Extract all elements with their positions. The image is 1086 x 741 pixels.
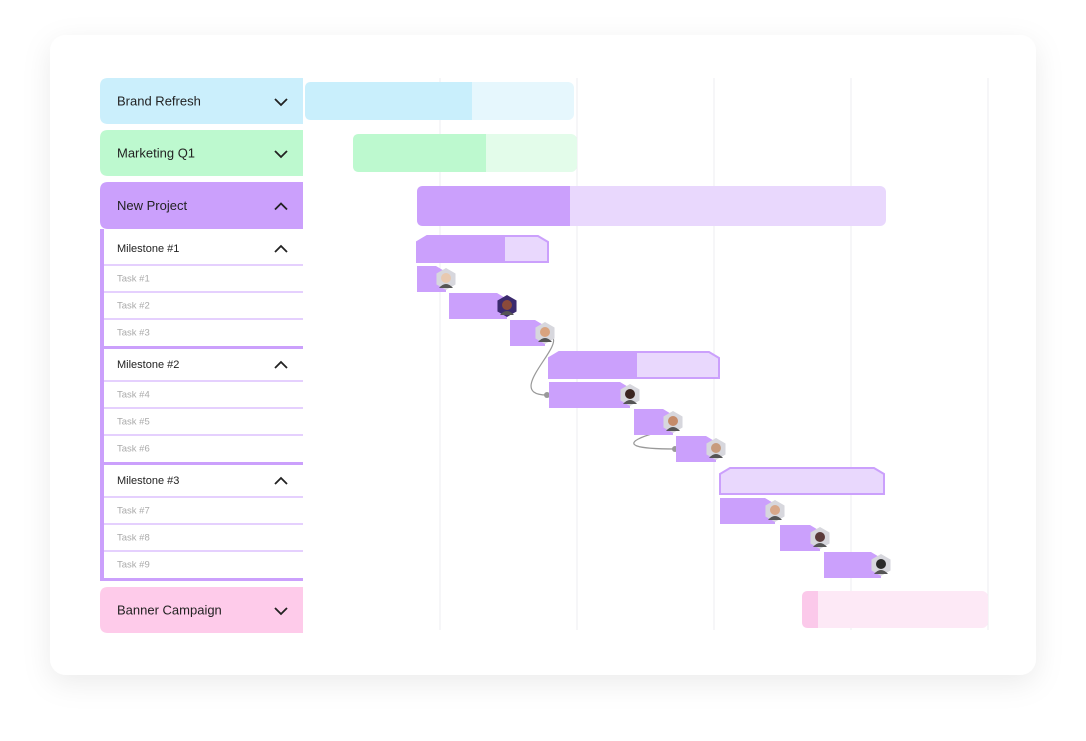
milestone-row[interactable] xyxy=(104,233,303,265)
avatar-face xyxy=(540,327,550,337)
task-name: Task #5 xyxy=(117,417,150,428)
task-bar xyxy=(676,436,716,462)
milestone-row[interactable] xyxy=(104,465,303,497)
task-bar xyxy=(449,293,507,319)
milestone-border xyxy=(100,229,104,581)
chevron[interactable] xyxy=(274,476,288,485)
bar-progress xyxy=(802,591,818,628)
chevron[interactable] xyxy=(274,360,288,369)
task-bar xyxy=(549,382,630,408)
avatar-body xyxy=(666,427,680,431)
project-name: Brand Refresh xyxy=(117,93,201,108)
bar-progress xyxy=(417,186,570,226)
avatar-face xyxy=(770,505,780,515)
avatar-face xyxy=(441,273,451,283)
chevron[interactable] xyxy=(274,150,288,159)
project-name: Marketing Q1 xyxy=(117,145,195,160)
avatar-body xyxy=(439,284,453,288)
chevron[interactable] xyxy=(274,607,288,616)
milestone-name: Milestone #2 xyxy=(117,359,179,371)
project-name: New Project xyxy=(117,198,187,213)
avatar-face xyxy=(815,532,825,542)
connector-dot xyxy=(544,392,550,398)
avatar-body xyxy=(623,400,637,404)
task-bar xyxy=(510,320,545,346)
milestone-sep xyxy=(104,346,303,349)
project-name: Banner Campaign xyxy=(117,602,222,617)
milestone-name: Milestone #3 xyxy=(117,475,179,487)
bar-progress xyxy=(305,82,472,120)
connector xyxy=(530,337,555,396)
avatar-body xyxy=(709,454,723,458)
milestone-name: Milestone #1 xyxy=(117,243,179,255)
task-bar xyxy=(634,409,673,435)
task-name: Task #7 xyxy=(117,506,150,517)
task-bar xyxy=(720,498,775,524)
avatar-face xyxy=(668,416,678,426)
avatar-body xyxy=(538,338,552,342)
milestone-progress xyxy=(549,352,637,378)
task-name: Task #6 xyxy=(117,444,150,455)
avatar-body xyxy=(874,570,888,574)
avatar-face xyxy=(711,443,721,453)
task-bar xyxy=(824,552,881,578)
bar-progress xyxy=(353,134,486,172)
project-row[interactable] xyxy=(100,130,303,176)
milestone-sep xyxy=(104,462,303,465)
project-row[interactable] xyxy=(100,78,303,124)
bar-remaining xyxy=(802,591,988,628)
task-bar xyxy=(780,525,820,551)
chevron[interactable] xyxy=(274,98,288,107)
chevron[interactable] xyxy=(274,244,288,253)
avatar-body xyxy=(500,311,514,315)
avatar-body xyxy=(768,516,782,520)
milestone-bar xyxy=(719,467,885,495)
avatar-face xyxy=(502,300,512,310)
task-name: Task #3 xyxy=(117,328,150,339)
project-row[interactable] xyxy=(100,182,303,229)
milestone-progress xyxy=(417,236,505,262)
milestone-bottom xyxy=(100,578,303,581)
task-name: Task #4 xyxy=(117,390,150,401)
task-name: Task #9 xyxy=(117,560,150,571)
avatar-face xyxy=(625,389,635,399)
avatar-body xyxy=(813,543,827,547)
task-name: Task #1 xyxy=(117,274,150,285)
task-name: Task #8 xyxy=(117,533,150,544)
chevron[interactable] xyxy=(274,202,288,211)
task-name: Task #2 xyxy=(117,301,150,312)
avatar-face xyxy=(876,559,886,569)
project-row[interactable] xyxy=(100,587,303,633)
milestone-row[interactable] xyxy=(104,349,303,381)
